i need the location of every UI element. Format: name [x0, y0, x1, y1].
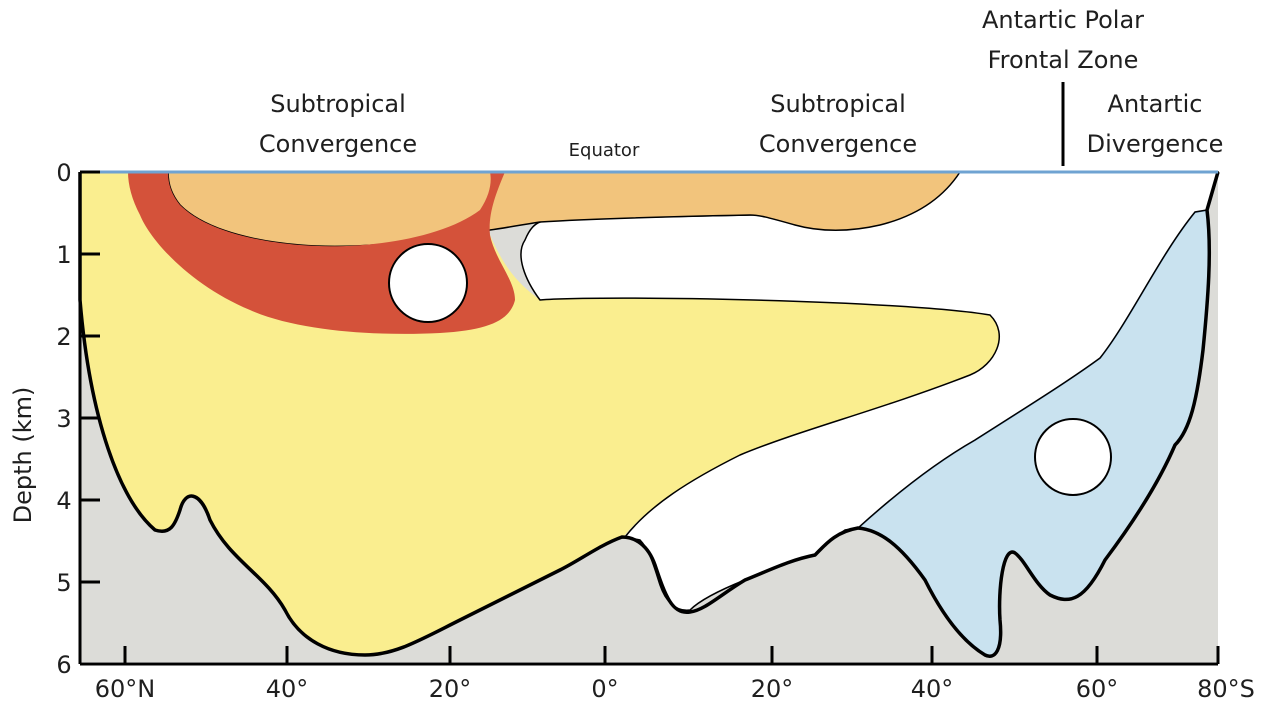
x-tick-label: 60° — [1076, 675, 1119, 703]
y-tick-label: 3 — [56, 405, 71, 433]
y-ticks: 0 1 2 3 4 5 6 — [56, 159, 100, 679]
x-tick-label: 40° — [266, 675, 309, 703]
y-axis-label: Depth (km) — [9, 387, 37, 524]
antarctic-divergence-label-1: Antartic — [1108, 90, 1203, 118]
y-tick-label: 1 — [56, 241, 71, 269]
y-tick-label: 6 — [56, 651, 71, 679]
polar-front-label-2: Frontal Zone — [988, 46, 1139, 74]
y-tick-label: 5 — [56, 569, 71, 597]
nh-subtropical-label-2: Convergence — [259, 130, 417, 158]
x-ticks: 60°N 40° 20° 0° 20° 40° 60° 80°S — [95, 646, 1255, 703]
equator-label: Equator — [569, 140, 640, 161]
surface-water — [167, 171, 962, 248]
x-tick-label: 60°N — [95, 675, 156, 703]
seafloor-outline — [78, 171, 1220, 658]
antarctic-divergence-label-2: Divergence — [1087, 130, 1224, 158]
intermediate-water-tongue — [520, 171, 1219, 611]
y-tick-label: 2 — [56, 323, 71, 351]
sh-subtropical-label-2: Convergence — [759, 130, 917, 158]
x-tick-label: 0° — [591, 675, 618, 703]
x-tick-label: 20° — [429, 675, 472, 703]
y-tick-label: 0 — [56, 159, 71, 187]
antarctic-circle — [1034, 418, 1112, 496]
nh-gyre-circle — [388, 243, 468, 323]
polar-front-label-1: Antartic Polar — [982, 6, 1144, 34]
antarctic-bottom-water — [858, 210, 1210, 657]
x-tick-label: 20° — [751, 675, 794, 703]
y-tick-label: 4 — [56, 487, 71, 515]
sh-subtropical-label-1: Subtropical — [770, 90, 906, 118]
x-tick-label: 40° — [911, 675, 954, 703]
nh-subtropical-label-1: Subtropical — [270, 90, 406, 118]
x-tick-label: 80°S — [1197, 675, 1255, 703]
